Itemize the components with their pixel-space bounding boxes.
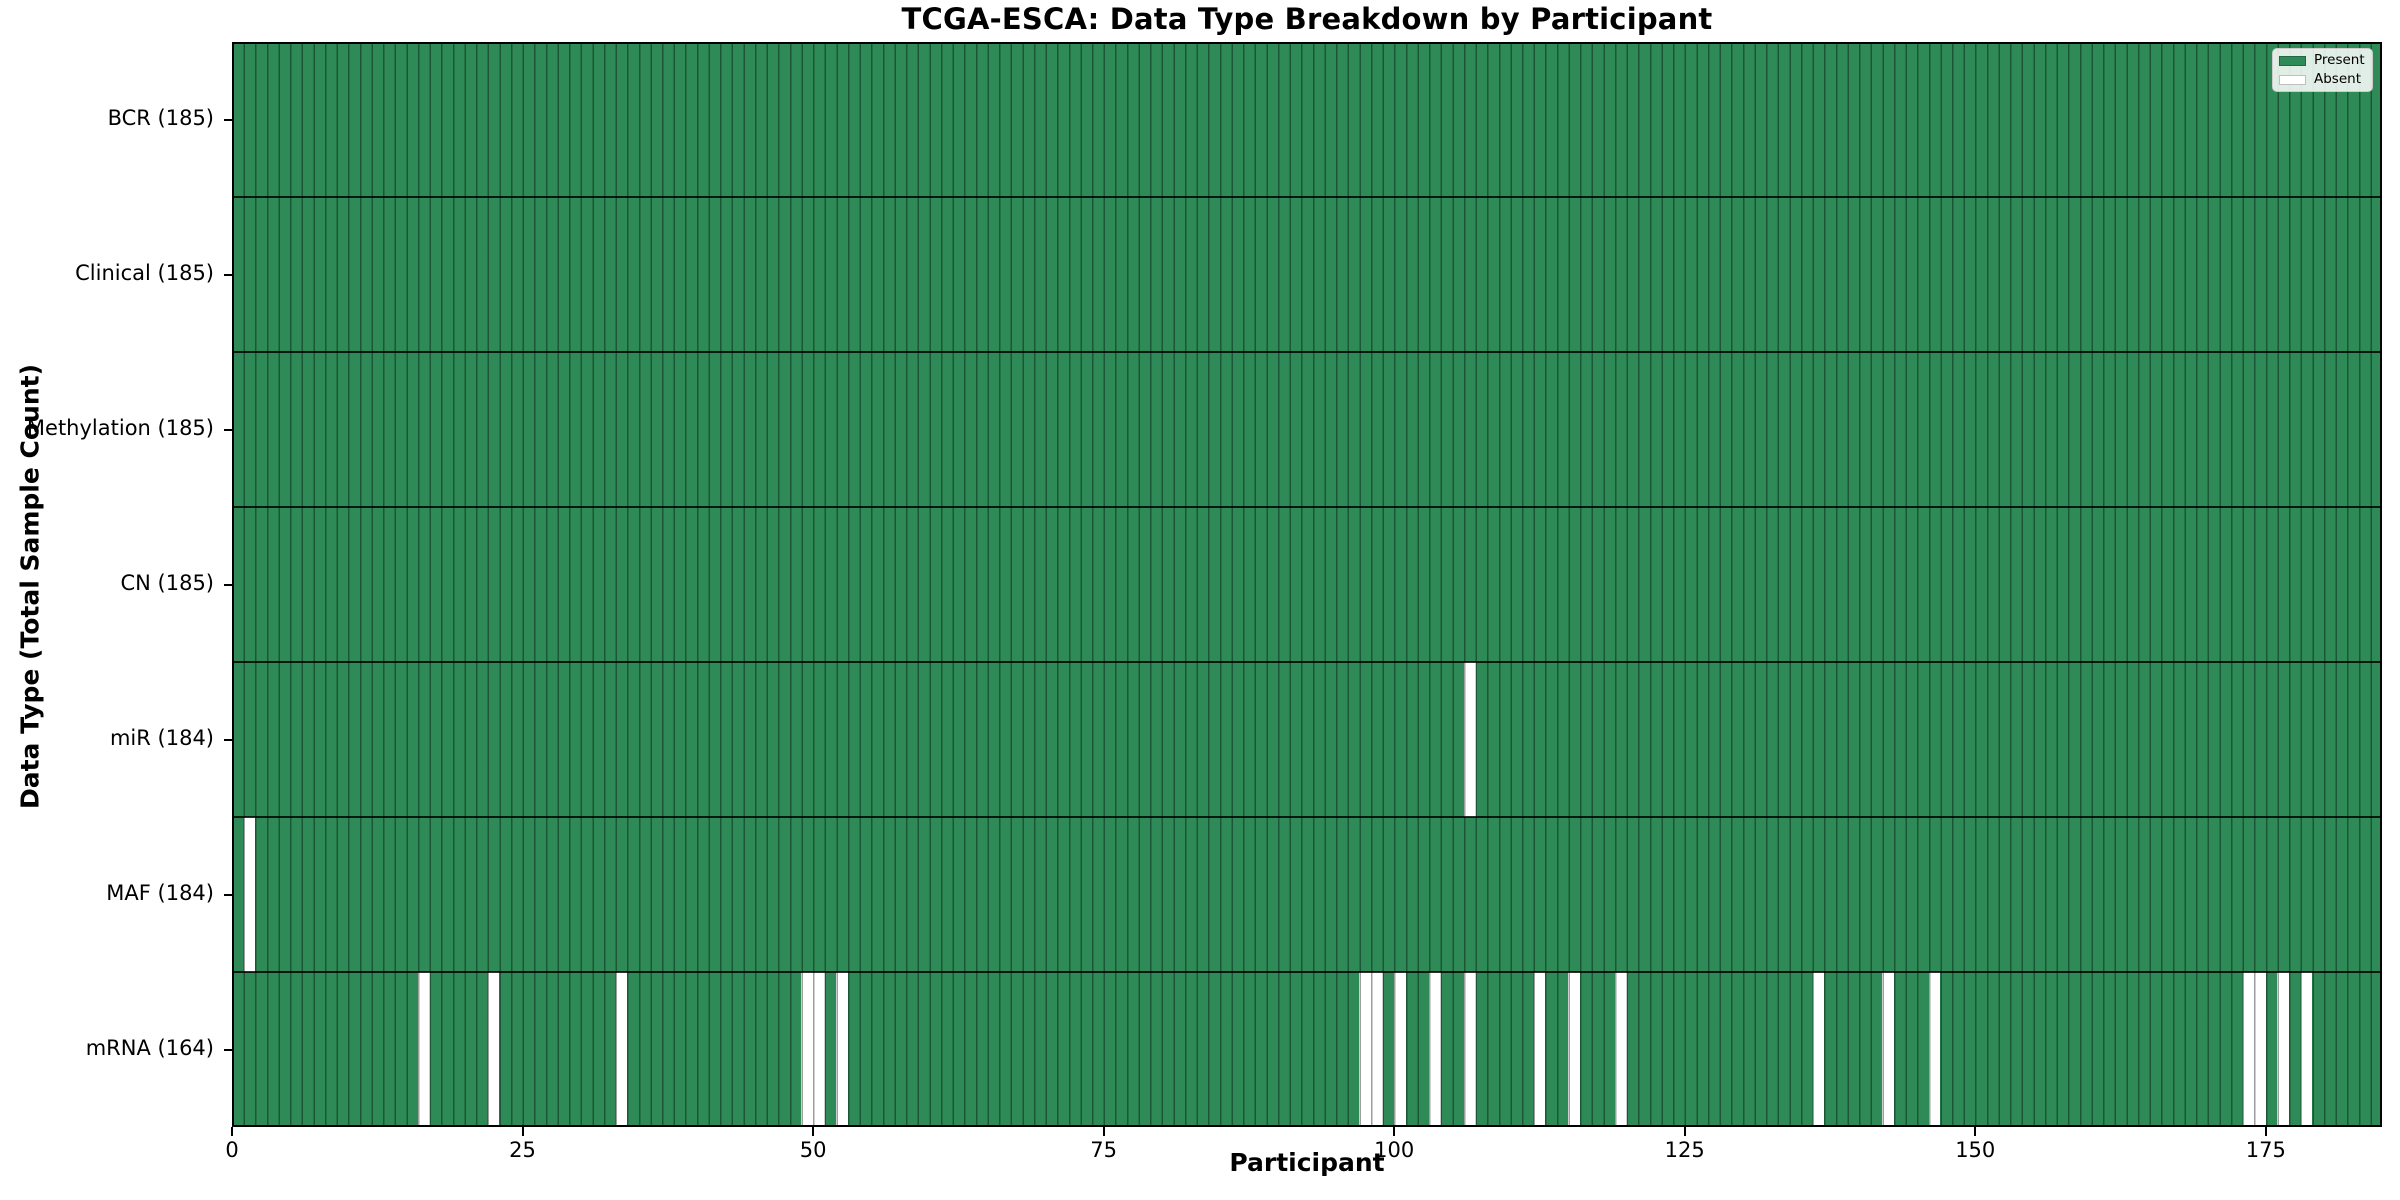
absent-cell-mRNA-142 [1882, 972, 1894, 1127]
x-tick-label: 175 [2245, 1138, 2286, 1162]
legend-label-present: Present [2314, 51, 2365, 68]
chart-title: TCGA-ESCA: Data Type Breakdown by Partic… [901, 2, 1713, 36]
absent-cell-mRNA-33 [615, 972, 628, 1127]
plot-spines [232, 42, 2382, 1127]
x-tick-mark [1102, 1127, 1105, 1136]
absent-cell-mRNA-98 [1370, 972, 1383, 1127]
absent-cell-mRNA-49 [801, 972, 814, 1127]
x-tick-mark [1974, 1127, 1977, 1136]
y-tick-label-CN: CN (185) [120, 570, 214, 595]
plot-area [232, 42, 2382, 1127]
y-tick-label-mRNA: mRNA (164) [85, 1035, 214, 1060]
present-swatch-icon [2279, 55, 2306, 66]
y-tick-label-miR: miR (184) [109, 725, 214, 750]
absent-cell-mRNA-146 [1928, 972, 1941, 1127]
y-tick-mark [224, 118, 232, 121]
y-tick-label-Methylation: Methylation (185) [26, 415, 214, 440]
y-tick-mark [224, 583, 232, 586]
absent-cell-mRNA-16 [417, 972, 430, 1127]
x-tick-mark [1683, 1127, 1686, 1136]
row-separator [232, 196, 2382, 198]
x-tick-mark [231, 1127, 233, 1136]
legend-label-absent: Absent [2314, 70, 2361, 87]
x-tick-label: 50 [799, 1138, 827, 1162]
legend-item-absent: Absent [2279, 72, 2366, 88]
column-grid-overlay [232, 42, 2382, 1127]
y-tick-mark [224, 273, 232, 276]
legend: Present Absent [2272, 48, 2373, 92]
x-tick-label: 25 [509, 1138, 536, 1162]
absent-cell-mRNA-119 [1614, 972, 1627, 1127]
absent-cell-mRNA-174 [2254, 972, 2266, 1127]
x-tick-mark [2264, 1127, 2267, 1136]
y-tick-label-MAF: MAF (184) [106, 880, 214, 905]
absent-cell-mRNA-112 [1533, 972, 1546, 1127]
row-separator [232, 506, 2382, 508]
absent-cell-mRNA-115 [1568, 972, 1581, 1127]
x-tick-mark [521, 1127, 524, 1136]
y-tick-mark [224, 428, 232, 431]
y-tick-label-BCR: BCR (185) [107, 105, 214, 130]
x-tick-label: 0 [225, 1138, 239, 1162]
absent-cell-mRNA-52 [836, 972, 848, 1127]
y-tick-mark [224, 738, 232, 741]
absent-cell-mRNA-22 [487, 972, 500, 1127]
x-tick-label: 150 [1955, 1138, 1996, 1162]
row-separator [232, 351, 2382, 353]
absent-cell-mRNA-176 [2277, 972, 2289, 1127]
y-tick-mark [224, 893, 232, 896]
row-separator [232, 661, 2382, 663]
x-tick-mark [1393, 1127, 1396, 1136]
absent-cell-mRNA-100 [1394, 972, 1406, 1127]
absent-swatch-icon [2279, 74, 2306, 85]
y-tick-label-Clinical: Clinical (185) [75, 260, 214, 285]
row-separator [232, 816, 2382, 818]
x-axis-label: Participant [1229, 1148, 1385, 1177]
absent-cell-mRNA-97 [1359, 972, 1371, 1127]
absent-cell-MAF-1 [243, 817, 256, 972]
y-tick-mark [224, 1048, 232, 1051]
absent-cell-miR-106 [1463, 662, 1476, 817]
absent-cell-mRNA-173 [2242, 972, 2255, 1127]
x-tick-label: 75 [1090, 1138, 1117, 1162]
absent-cell-mRNA-50 [813, 972, 825, 1127]
absent-cell-mRNA-103 [1429, 972, 1441, 1127]
absent-cell-mRNA-106 [1463, 972, 1476, 1127]
legend-item-present: Present [2279, 53, 2366, 69]
row-separator [232, 971, 2382, 973]
x-tick-mark [812, 1127, 815, 1136]
x-tick-label: 100 [1374, 1138, 1415, 1162]
x-tick-label: 125 [1664, 1138, 1705, 1162]
absent-cell-mRNA-178 [2300, 972, 2313, 1127]
absent-cell-mRNA-136 [1812, 972, 1825, 1127]
